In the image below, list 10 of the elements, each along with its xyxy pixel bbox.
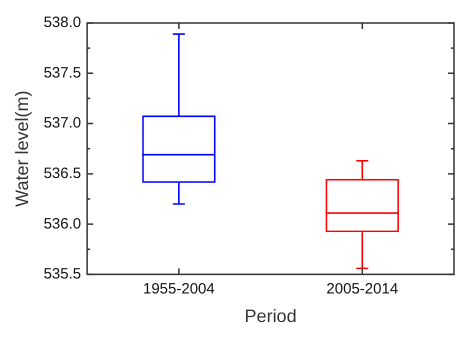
x-tick-label: 2005-2014 (326, 280, 398, 298)
y-tick-label: 535.5 (44, 266, 82, 283)
y-tick-label: 537.0 (44, 114, 82, 132)
x-axis-title: Period (244, 306, 297, 326)
y-tick-label: 537.5 (44, 64, 82, 82)
y-tick-label: 536.5 (44, 164, 82, 182)
x-tick-label: 1955-2004 (142, 280, 215, 298)
y-axis-title: Water level(m) (12, 90, 32, 207)
y-tick-label: 536.0 (44, 215, 82, 232)
y-tick-label: 538.0 (44, 14, 82, 32)
